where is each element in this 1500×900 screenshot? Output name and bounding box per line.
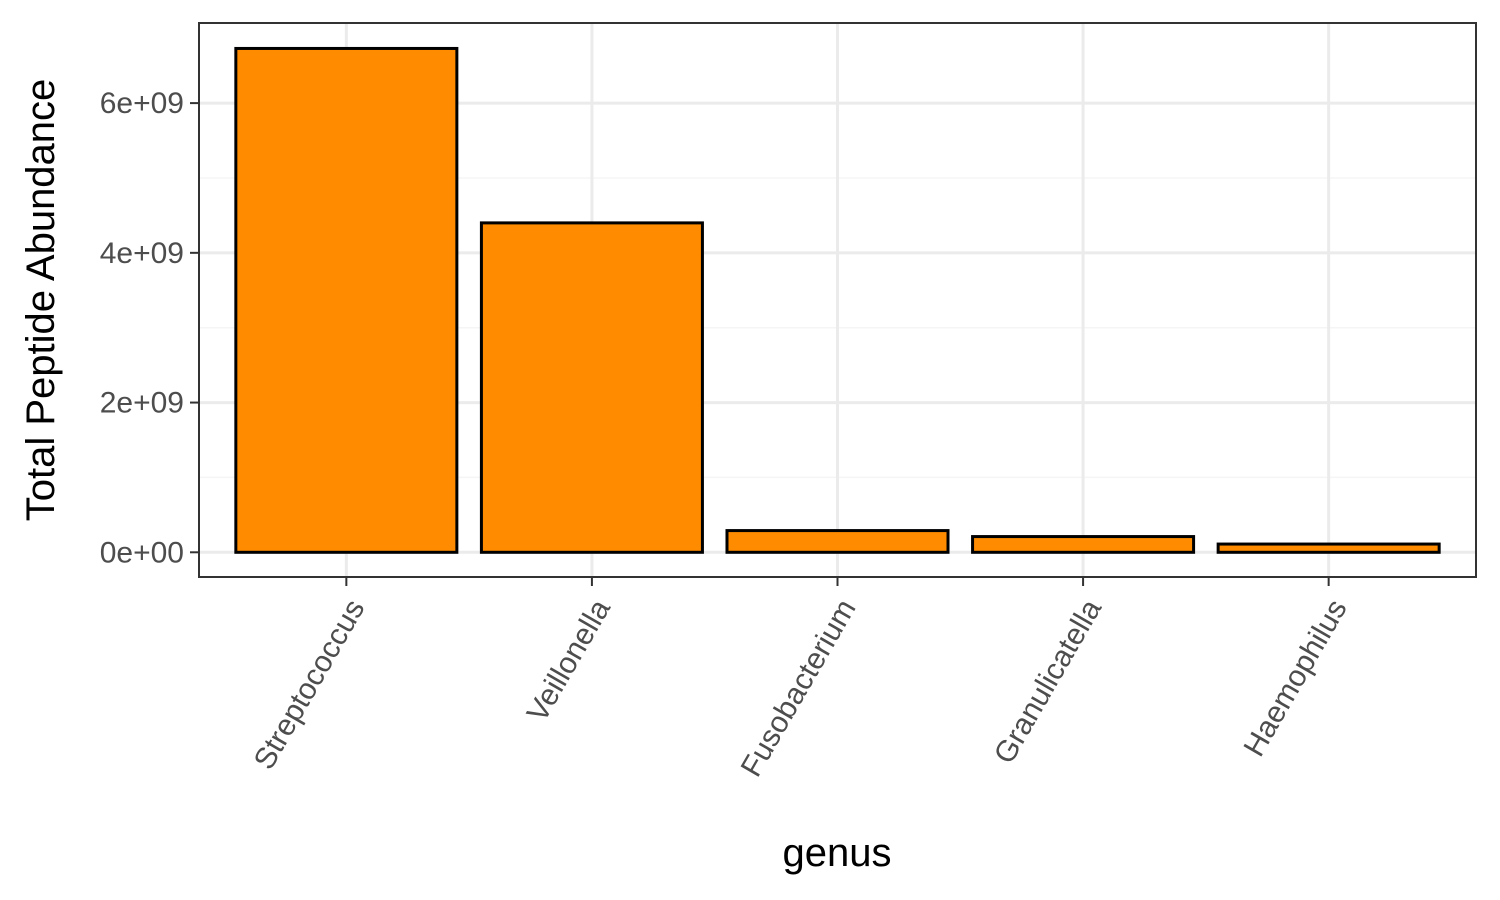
x-tick-label: Haemophilus (1238, 594, 1354, 762)
x-tick-label: Veillonella (521, 594, 617, 728)
x-tick-label: Fusobacterium (735, 594, 863, 782)
y-tick-label: 2e+09 (100, 387, 184, 420)
bar-haemophilus (1216, 542, 1441, 554)
x-axis: Streptococcus Veillonella Fusobacterium Gra… (248, 577, 1354, 782)
bar-veillonella (479, 221, 704, 554)
bars (234, 46, 1441, 554)
y-tick-label: 6e+09 (100, 87, 184, 120)
y-axis: 0e+00 2e+09 4e+09 6e+09 (100, 87, 199, 569)
y-tick-label: 0e+00 (100, 536, 184, 569)
x-tick-label: Streptococcus (248, 594, 372, 775)
bar-granulicatella (971, 535, 1196, 554)
x-axis-title: genus (783, 831, 892, 875)
bar-streptococcus (234, 46, 459, 554)
x-tick-label: Granulicatella (988, 594, 1108, 770)
bar-fusobacterium (725, 529, 950, 554)
y-tick-label: 4e+09 (100, 237, 184, 270)
y-axis-title: Total Peptide Abundance (19, 79, 63, 522)
